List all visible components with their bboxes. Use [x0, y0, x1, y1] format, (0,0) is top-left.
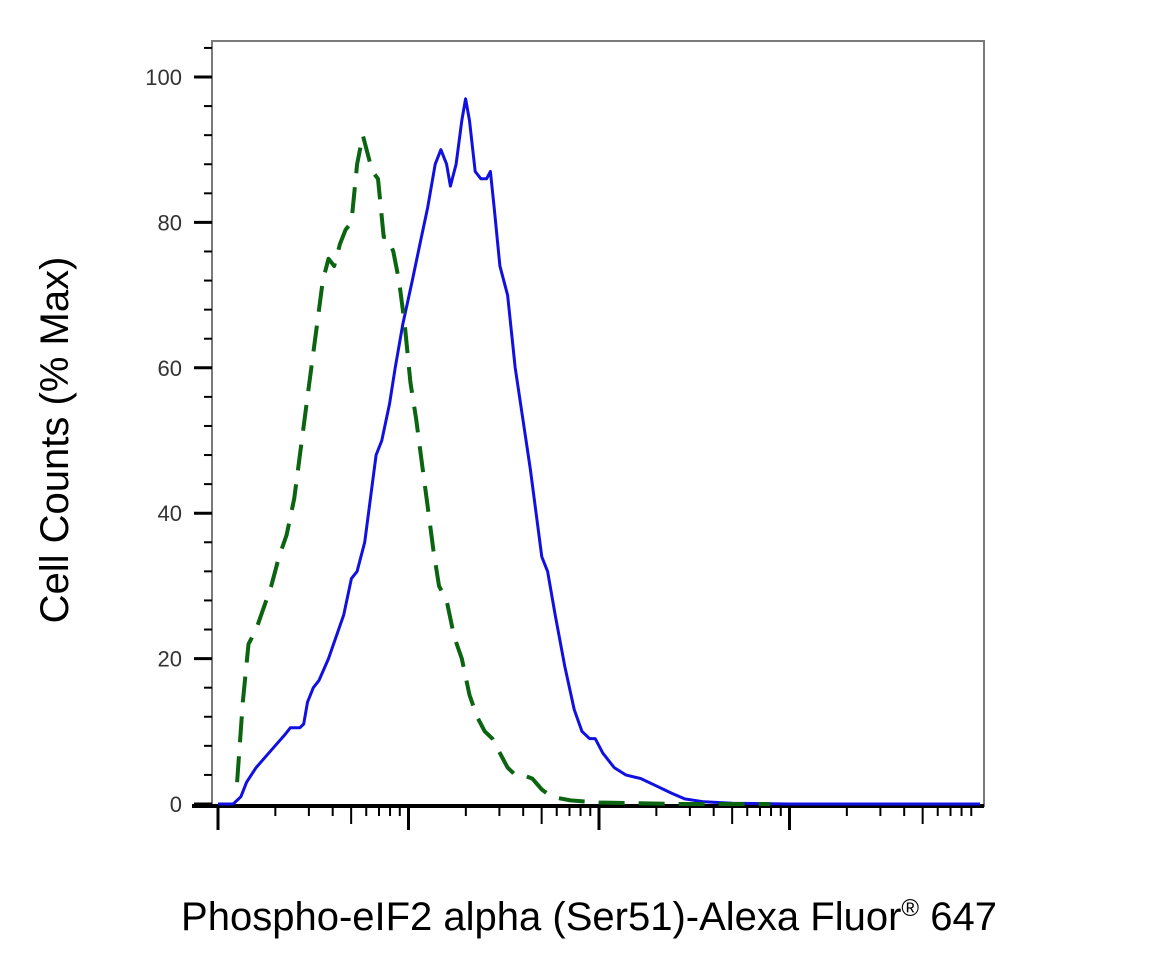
- y-major-ticks: 0 20 40 60 80 100: [145, 65, 212, 817]
- y-tick-label: 20: [158, 647, 182, 672]
- y-tick-label: 60: [158, 356, 182, 381]
- y-tick-label: 100: [145, 65, 182, 90]
- plot-frame: [211, 40, 985, 807]
- x-axis-label-mark: ®: [901, 895, 919, 922]
- x-axis-label-suffix: 647: [930, 895, 997, 939]
- y-tick-label: 0: [170, 792, 182, 817]
- x-ticks: [216, 806, 973, 830]
- y-minor-ticks: [204, 46, 212, 776]
- y-axis-label: Cell Counts (% Max): [33, 257, 77, 624]
- x-axis-label-space: [919, 895, 930, 939]
- series-line-dashed: [235, 133, 771, 806]
- x-axis-label: Phospho-eIF2 alpha (Ser51)-Alexa Fluor® …: [181, 895, 997, 939]
- x-axis-label-main: Phospho-eIF2 alpha (Ser51)-Alexa Fluor: [181, 895, 901, 939]
- series-line-solid: [218, 97, 980, 806]
- series-layer: [218, 97, 980, 806]
- y-tick-label: 80: [158, 210, 182, 235]
- y-tick-label: 40: [158, 501, 182, 526]
